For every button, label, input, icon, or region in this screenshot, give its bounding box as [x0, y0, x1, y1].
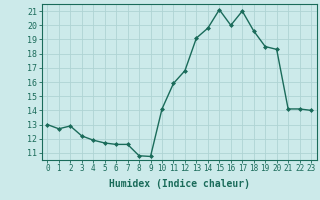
X-axis label: Humidex (Indice chaleur): Humidex (Indice chaleur) [109, 179, 250, 189]
